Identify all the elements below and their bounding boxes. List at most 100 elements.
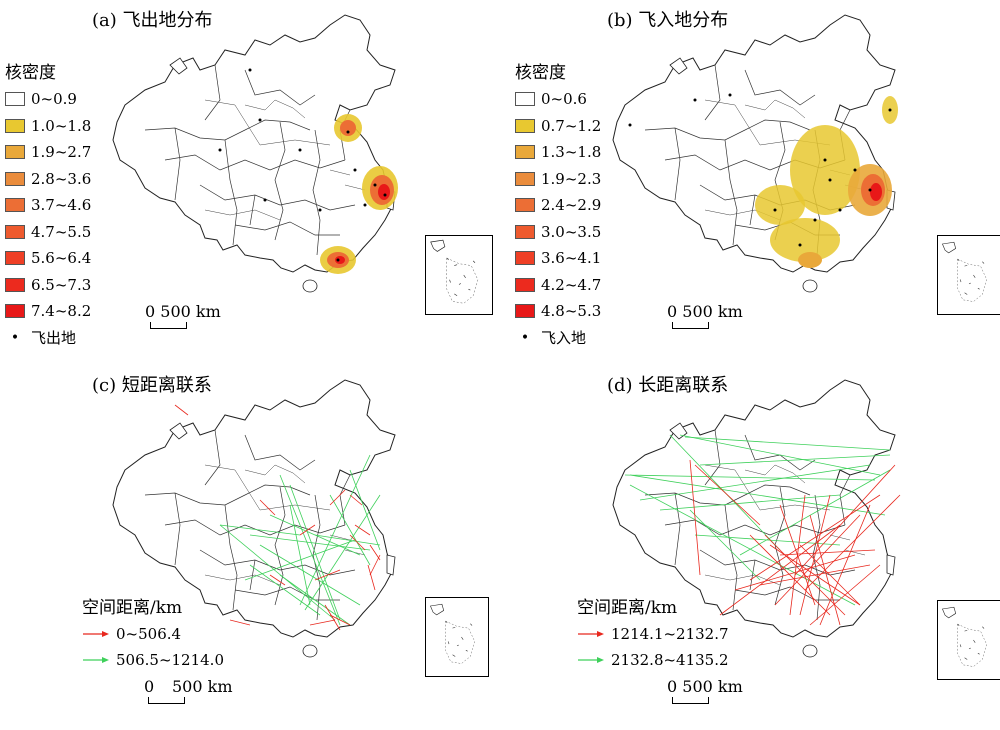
arrow-icon <box>578 657 604 663</box>
legend-swatch <box>515 118 535 133</box>
legend-item: 6.5~7.3 <box>5 272 91 299</box>
panel-title: (a) 飞出地分布 <box>92 10 213 31</box>
legend-swatch <box>5 171 25 186</box>
legend-title: 空间距离/km <box>82 598 183 618</box>
panel-long-distance-links: (d) 长距离联系 空间距离/km 1214.1~2132.7 2132.8~41… <box>500 365 1000 730</box>
legend-swatch <box>5 145 25 160</box>
legend-label: 5.6~6.4 <box>31 249 92 268</box>
legend-swatch <box>5 304 25 319</box>
legend-label: 4.2~4.7 <box>541 275 602 294</box>
scale-bar <box>672 322 709 329</box>
legend-label: 2.8~3.6 <box>31 169 92 188</box>
panel-title: (b) 飞入地分布 <box>607 10 729 31</box>
legend-label: 0.7~1.2 <box>541 116 602 135</box>
scale-bar-label: 0 500 km <box>667 677 743 696</box>
point-icon: • <box>10 329 20 346</box>
south-china-sea-inset <box>937 600 1000 680</box>
legend-item: 3.0~3.5 <box>515 219 601 246</box>
panel-title: (c) 短距离联系 <box>92 375 212 396</box>
legend-item: 506.5~1214.0 <box>82 647 224 673</box>
legend-label: 1.9~2.3 <box>541 169 602 188</box>
legend-swatch <box>515 251 535 266</box>
flow-arrows <box>174 404 381 631</box>
legend-item: 3.7~4.6 <box>5 192 91 219</box>
legend-title: 核密度 <box>515 63 566 83</box>
south-china-sea-inset <box>937 235 1000 315</box>
legend-item: 1214.1~2132.7 <box>577 621 729 647</box>
china-map <box>100 10 398 310</box>
legend-item: 1.3~1.8 <box>515 139 601 166</box>
south-china-sea-inset <box>425 597 489 677</box>
legend-point-item: • 飞入地 <box>515 325 601 352</box>
legend-item: 4.2~4.7 <box>515 272 601 299</box>
legend-label: 1.3~1.8 <box>541 143 602 162</box>
scale-bar <box>150 322 187 329</box>
legend-label: 1.0~1.8 <box>31 116 92 135</box>
legend-label: 0~0.6 <box>541 90 587 109</box>
legend-swatch <box>515 145 535 160</box>
legend-label: 3.6~4.1 <box>541 249 602 268</box>
legend-swatch <box>5 92 25 107</box>
legend-item: 0~0.6 <box>515 86 601 113</box>
china-map <box>600 375 901 675</box>
legend-item: 3.6~4.1 <box>515 245 601 272</box>
panel-origin-distribution: (a) 飞出地分布 核密度 0~0.9 1.0~1.8 1.9~2.7 2.8~3.6… <box>0 0 500 365</box>
legend-swatch <box>515 92 535 107</box>
legend-label: 3.7~4.6 <box>31 196 92 215</box>
legend-item: 5.6~6.4 <box>5 245 91 272</box>
legend-item: 0~0.9 <box>5 86 91 113</box>
point-icon: • <box>520 329 530 346</box>
scale-bar-label: 0 500 km <box>145 302 221 321</box>
legend-label: 6.5~7.3 <box>31 275 92 294</box>
south-china-sea-inset <box>425 235 493 315</box>
legend-item: 1.9~2.3 <box>515 166 601 193</box>
density-legend: 核密度 0~0.9 1.0~1.8 1.9~2.7 2.8~3.6 3.7~4.6 4.7… <box>5 58 91 351</box>
legend-title: 核密度 <box>5 63 56 83</box>
legend-item: 1.0~1.8 <box>5 113 91 140</box>
legend-item: 7.4~8.2 <box>5 298 91 325</box>
legend-item: 2.4~2.9 <box>515 192 601 219</box>
origin-points <box>218 68 387 262</box>
legend-item: 0.7~1.2 <box>515 113 601 140</box>
legend-swatch <box>5 224 25 239</box>
scale-bar <box>148 697 185 704</box>
density-legend: 核密度 0~0.6 0.7~1.2 1.3~1.8 1.9~2.3 2.4~2.9 3.0… <box>515 58 601 351</box>
legend-item: 0~506.4 <box>82 621 224 647</box>
arrow-icon <box>83 631 109 637</box>
panel-short-distance-links: (c) 短距离联系 空间距离/km 0~506.4 506.5~1214.0 0 … <box>0 365 500 730</box>
panel-title: (d) 长距离联系 <box>607 375 729 396</box>
legend-item: 2132.8~4135.2 <box>577 647 729 673</box>
panel-destination-distribution: (b) 飞入地分布 核密度 0~0.6 0.7~1.2 1.3~1.8 1.9~2.3… <box>500 0 1000 365</box>
legend-item: 2.8~3.6 <box>5 166 91 193</box>
legend-label: 1214.1~2132.7 <box>611 625 729 643</box>
legend-point-item: • 飞出地 <box>5 325 91 352</box>
distance-legend: 空间距离/km 0~506.4 506.5~1214.0 <box>82 593 224 673</box>
legend-label: 2.4~2.9 <box>541 196 602 215</box>
legend-item: 1.9~2.7 <box>5 139 91 166</box>
legend-swatch <box>515 198 535 213</box>
china-map <box>600 10 898 310</box>
legend-label: 4.8~5.3 <box>541 302 602 321</box>
legend-swatch <box>515 171 535 186</box>
legend-label: 506.5~1214.0 <box>116 651 224 669</box>
legend-label: 4.7~5.5 <box>31 222 92 241</box>
legend-swatch <box>5 251 25 266</box>
china-map <box>100 375 420 675</box>
destination-points <box>628 93 892 247</box>
legend-swatch <box>515 224 535 239</box>
legend-label: 0~0.9 <box>31 90 77 109</box>
scale-bar-label: 0 500 km <box>667 302 743 321</box>
legend-swatch <box>515 277 535 292</box>
legend-swatch <box>5 118 25 133</box>
legend-point-label: 飞入地 <box>541 329 587 348</box>
legend-title: 空间距离/km <box>577 598 678 618</box>
distance-legend: 空间距离/km 1214.1~2132.7 2132.8~4135.2 <box>577 593 729 673</box>
flow-arrows <box>624 434 901 626</box>
legend-swatch <box>5 277 25 292</box>
scale-bar-label-km: 500 km <box>172 677 233 696</box>
legend-item: 4.8~5.3 <box>515 298 601 325</box>
legend-point-label: 飞出地 <box>31 329 77 348</box>
legend-label: 3.0~3.5 <box>541 222 602 241</box>
legend-label: 2132.8~4135.2 <box>611 651 729 669</box>
arrow-icon <box>578 631 604 637</box>
